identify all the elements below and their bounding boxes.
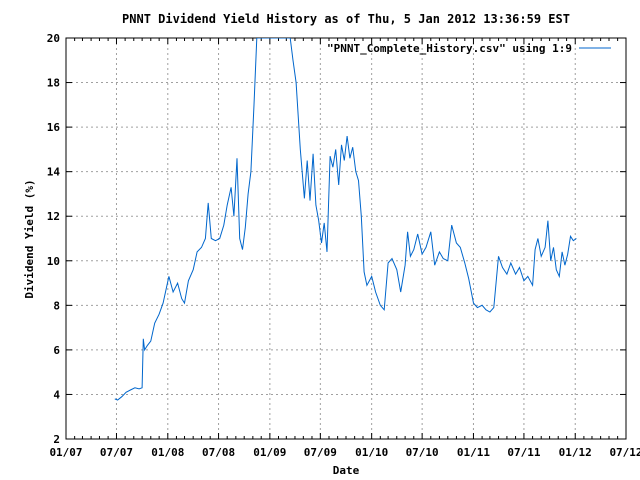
grid-lines	[66, 38, 626, 439]
y-tick-label: 14	[47, 166, 61, 179]
plot-frame	[65, 37, 627, 440]
y-tick-label: 18	[47, 77, 60, 90]
series-layer	[114, 38, 577, 401]
y-tick-label: 4	[53, 388, 60, 401]
x-tick-label: 01/10	[355, 446, 388, 459]
axis-ticks	[65, 37, 627, 440]
series-line-0	[114, 38, 577, 401]
legend: "PNNT_Complete_History.csv" using 1:9	[327, 42, 611, 55]
y-tick-label: 12	[47, 210, 60, 223]
y-tick-label: 20	[47, 32, 60, 45]
y-tick-label: 10	[47, 255, 60, 268]
x-axis-label: Date	[333, 464, 360, 477]
x-tick-label: 01/07	[49, 446, 82, 459]
chart-title: PNNT Dividend Yield History as of Thu, 5…	[122, 12, 570, 26]
x-tick-label: 01/11	[457, 446, 490, 459]
x-tick-label: 07/10	[406, 446, 439, 459]
x-tick-label: 01/09	[253, 446, 286, 459]
y-tick-label: 16	[47, 121, 61, 134]
x-tick-label: 07/07	[100, 446, 133, 459]
y-tick-label: 8	[53, 299, 60, 312]
legend-label: "PNNT_Complete_History.csv" using 1:9	[327, 42, 572, 55]
x-tick-label: 07/12	[609, 446, 640, 459]
y-tick-labels: 2 4 6 8 10 12 14 16 18 20	[47, 32, 61, 446]
y-axis-label: Dividend Yield (%)	[23, 179, 36, 298]
x-tick-label: 07/11	[507, 446, 540, 459]
x-tick-label: 01/12	[559, 446, 592, 459]
x-tick-label: 01/08	[151, 446, 184, 459]
y-tick-label: 2	[53, 433, 60, 446]
x-tick-labels: 01/07 07/07 01/08 07/08 01/09 07/09 01/10 07/10…	[49, 446, 640, 459]
y-tick-label: 6	[53, 344, 60, 357]
x-tick-label: 07/09	[304, 446, 337, 459]
x-tick-label: 07/08	[202, 446, 235, 459]
